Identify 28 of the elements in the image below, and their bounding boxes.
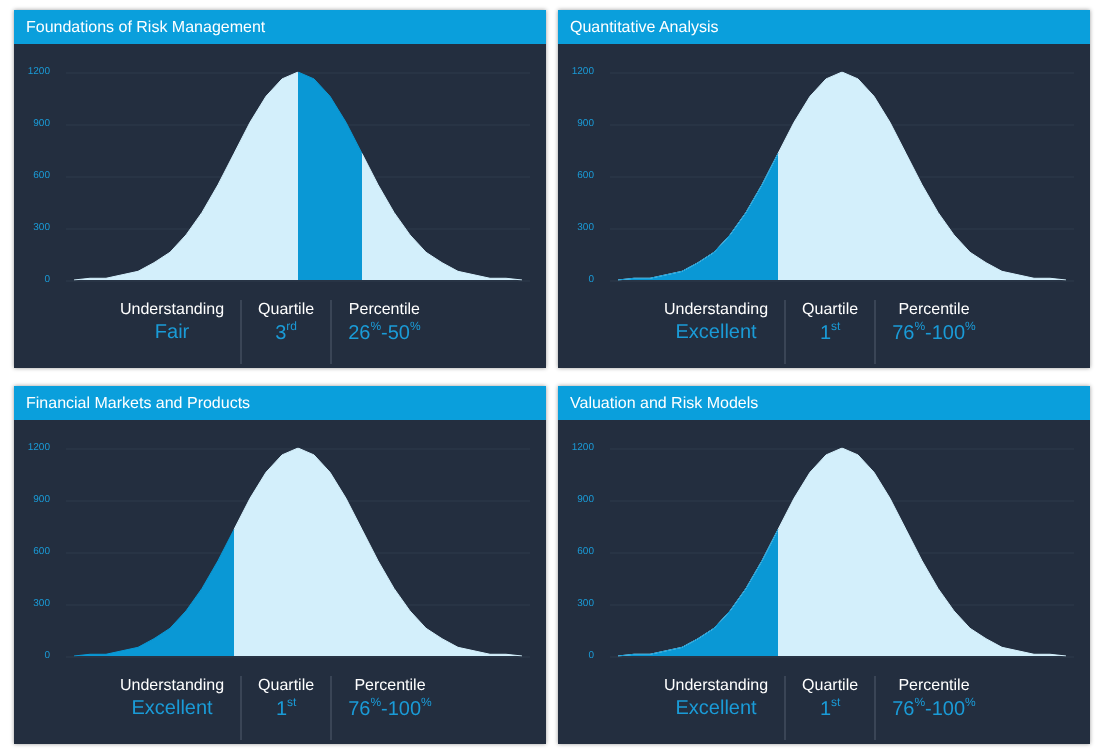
text: 1$^{st}$ <box>817 322 843 345</box>
text: 26$^{%}$-50$^{%}$ <box>348 322 421 345</box>
chart-title: Valuation and Risk Models <box>558 386 1090 420</box>
text: Understanding <box>120 676 225 694</box>
text: Percentile <box>348 300 421 318</box>
chart-title: Foundations of Risk Management <box>14 10 546 44</box>
text: 3$^{rd}$ <box>273 322 299 345</box>
text: Fair <box>152 322 192 344</box>
text: 1$^{st}$ <box>817 698 843 721</box>
text: 76$^{%}$-100$^{%}$ <box>892 322 976 345</box>
text: Excellent <box>129 698 215 720</box>
text: Quartile <box>802 676 859 694</box>
text: Percentile <box>352 676 428 694</box>
text: Quartile <box>802 300 859 318</box>
text: Percentile <box>896 300 972 318</box>
text: Excellent <box>673 698 759 720</box>
text: 1$^{st}$ <box>273 698 299 721</box>
text: Excellent <box>673 322 759 344</box>
text: Understanding <box>120 300 225 318</box>
chart-title: Financial Markets and Products <box>14 386 546 420</box>
text: 76$^{%}$-100$^{%}$ <box>892 698 976 721</box>
text: Quartile <box>258 300 315 318</box>
text: Quartile <box>258 676 315 694</box>
text: Understanding <box>664 300 769 318</box>
text: Understanding <box>664 676 769 694</box>
text: 76$^{%}$-100$^{%}$ <box>348 698 432 721</box>
chart-title: Quantitative Analysis <box>558 10 1090 44</box>
text: Percentile <box>896 676 972 694</box>
